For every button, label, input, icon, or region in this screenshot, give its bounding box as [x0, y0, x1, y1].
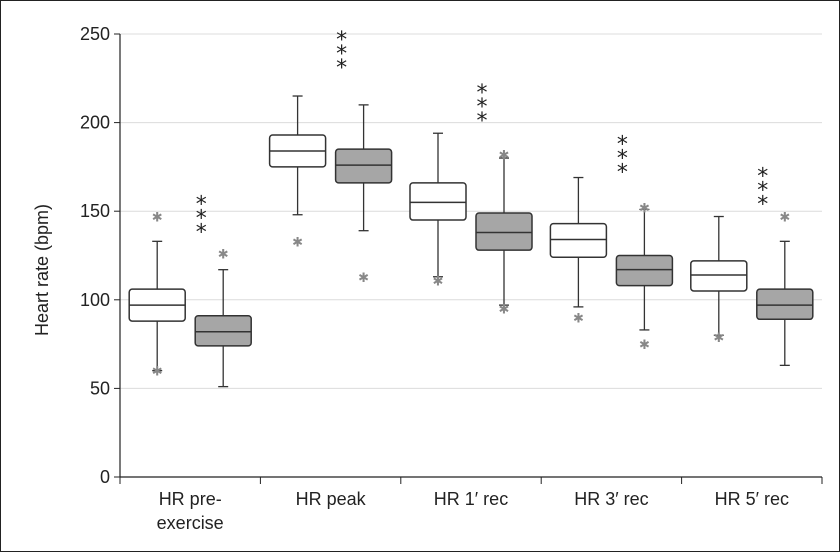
- y-tick-label: 250: [80, 24, 110, 44]
- box: [549, 222, 608, 259]
- outlier-point: ✱: [152, 365, 163, 380]
- x-category-label: HR 1′ rec: [434, 489, 508, 509]
- y-tick-label: 100: [80, 290, 110, 310]
- box: [194, 314, 252, 347]
- outlier-point: ✱: [292, 235, 303, 250]
- significance-marker: * * *: [336, 28, 347, 81]
- outlier-point: ✱: [713, 331, 724, 346]
- y-axis-title: Heart rate (bpm): [32, 204, 52, 336]
- box: [334, 148, 393, 184]
- significance-marker: * * *: [196, 193, 207, 246]
- y-tick-label: 200: [80, 113, 110, 133]
- significance-marker: * * *: [757, 164, 768, 217]
- y-tick-label: 50: [90, 378, 110, 398]
- outlier-point: ✱: [499, 148, 510, 163]
- x-category-label: HR 5′ rec: [715, 489, 789, 509]
- y-tick-label: 0: [100, 467, 110, 487]
- outlier-point: ✱: [499, 303, 510, 318]
- box: [475, 212, 533, 251]
- outlier-point: ✱: [639, 338, 650, 353]
- significance-marker: * * *: [617, 132, 628, 185]
- outlier-point: ✱: [573, 312, 584, 327]
- outlier-point: ✱: [218, 248, 229, 263]
- outlier-point: ✱: [779, 211, 790, 226]
- box: [690, 260, 748, 292]
- x-category-label: HR 3′ rec: [574, 489, 648, 509]
- box: [615, 254, 674, 287]
- outlier-point: ✱: [433, 274, 444, 289]
- x-category-label: HR pre-: [159, 489, 222, 509]
- outlier-point: ✱: [639, 202, 650, 217]
- outlier-point: ✱: [152, 211, 163, 226]
- significance-marker: * * *: [477, 81, 488, 134]
- box: [756, 288, 814, 321]
- x-category-label: HR peak: [296, 489, 367, 509]
- x-category-label: exercise: [157, 513, 224, 533]
- box: [409, 182, 467, 221]
- y-tick-label: 150: [80, 201, 110, 221]
- outlier-point: ✱: [358, 271, 369, 286]
